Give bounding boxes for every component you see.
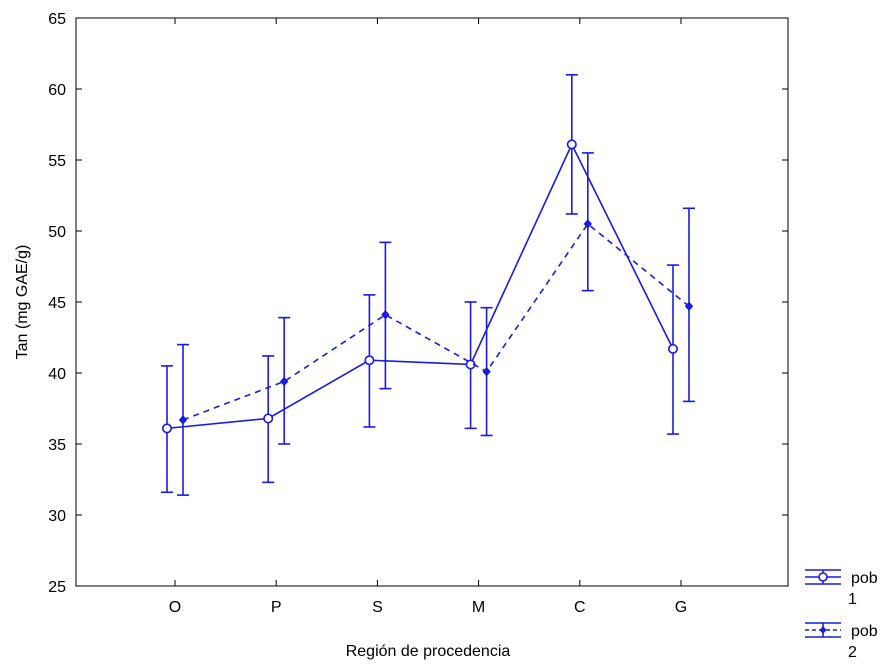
x-axis-title: Región de procedencia [346, 643, 511, 660]
legend-item-2: pob 2 [805, 622, 878, 661]
y-tick-label: 55 [48, 153, 66, 170]
y-tick-label: 60 [48, 82, 66, 99]
legend-label-line: pob [851, 570, 878, 587]
data-point [263, 413, 274, 424]
legend: pob 1 pob 2 [805, 569, 878, 661]
data-point [178, 415, 188, 425]
x-tick-label: G [675, 599, 687, 616]
y-tick-label: 50 [48, 224, 66, 241]
legend-label-line: 1 [848, 591, 857, 608]
series-line [182, 222, 690, 421]
data-point [583, 219, 592, 229]
y-tick-label: 65 [48, 11, 66, 28]
legend-label: pob 1 [848, 570, 878, 608]
y-tick-label: 25 [48, 579, 66, 596]
y-axis: 25 30 35 40 45 50 55 60 65 [48, 11, 788, 596]
data-point [364, 355, 375, 366]
data-point [162, 423, 173, 434]
y-tick-label: 35 [48, 437, 66, 454]
plot-frame [75, 17, 789, 587]
x-tick-label: M [472, 599, 485, 616]
x-tick-label: P [271, 599, 282, 616]
data-point [482, 366, 491, 377]
legend-marker [819, 626, 827, 634]
y-axis-title: Tan (mg GAE/g) [14, 245, 31, 360]
legend-label: pob 2 [848, 623, 878, 661]
legend-label-line: 2 [848, 644, 857, 661]
y-tick-label: 45 [48, 295, 66, 312]
series-layer [161, 74, 695, 496]
data-point [566, 139, 577, 150]
data-point [667, 343, 678, 354]
y-tick-label: 40 [48, 366, 66, 383]
legend-item-1: pob 1 [805, 569, 878, 608]
legend-label-line: pob [851, 623, 878, 640]
legend-marker [818, 572, 828, 582]
data-point [684, 301, 694, 312]
series-2 [177, 152, 695, 496]
data-point [381, 310, 390, 320]
x-tick-label: C [574, 599, 586, 616]
series-line [166, 142, 674, 430]
x-tick-label: S [372, 599, 383, 616]
data-point [280, 376, 289, 387]
series-1 [161, 74, 679, 494]
x-tick-label: O [169, 599, 181, 616]
y-tick-label: 30 [48, 508, 66, 525]
